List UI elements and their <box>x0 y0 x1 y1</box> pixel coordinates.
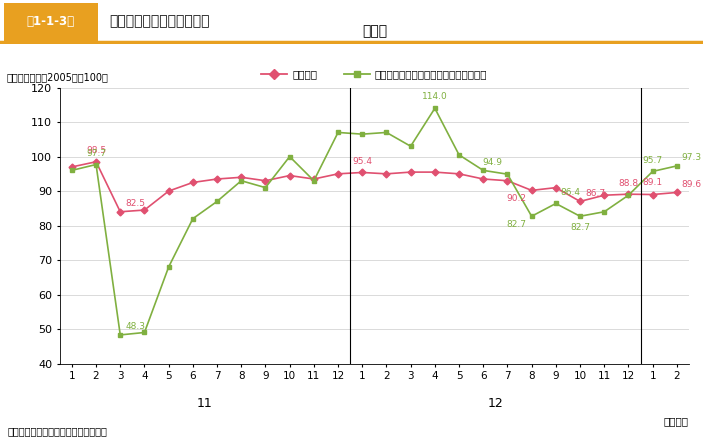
Text: 89.1: 89.1 <box>643 178 663 187</box>
Text: 資料：経済産業省「鉱工業生産指数」: 資料：経済産業省「鉱工業生産指数」 <box>7 426 107 436</box>
Text: 82.7: 82.7 <box>507 220 527 229</box>
Text: 82.7: 82.7 <box>570 223 590 232</box>
Text: 我が国の生産・輸出の推移: 我が国の生産・輸出の推移 <box>109 14 209 28</box>
FancyBboxPatch shape <box>4 3 98 42</box>
Text: 95.7: 95.7 <box>643 155 663 165</box>
Text: 98.5: 98.5 <box>86 146 106 155</box>
Text: 48.3: 48.3 <box>125 322 145 332</box>
Text: 114.0: 114.0 <box>422 92 448 101</box>
Text: 生　産: 生 産 <box>362 24 387 38</box>
Legend: 製造工業, 輸送機械工業（船舶・鉄道車両を除く）: 製造工業, 輸送機械工業（船舶・鉄道車両を除く） <box>257 65 491 84</box>
Text: 94.9: 94.9 <box>482 158 503 167</box>
Text: 95.4: 95.4 <box>352 156 373 166</box>
Text: 第1-1-3図: 第1-1-3図 <box>27 14 75 28</box>
Text: 90.2: 90.2 <box>507 194 527 203</box>
Text: （年月）: （年月） <box>664 416 689 426</box>
Text: 82.5: 82.5 <box>125 199 145 208</box>
Text: （季節調整値、2005年＝100）: （季節調整値、2005年＝100） <box>6 72 108 82</box>
Text: 12: 12 <box>487 397 503 410</box>
Text: 11: 11 <box>197 397 213 410</box>
Text: 97.3: 97.3 <box>682 153 702 162</box>
Text: 88.8: 88.8 <box>619 179 638 188</box>
Text: 86.7: 86.7 <box>585 189 605 198</box>
Text: 89.6: 89.6 <box>682 180 702 189</box>
Text: 86.4: 86.4 <box>561 187 581 197</box>
Text: 97.7: 97.7 <box>86 148 106 158</box>
